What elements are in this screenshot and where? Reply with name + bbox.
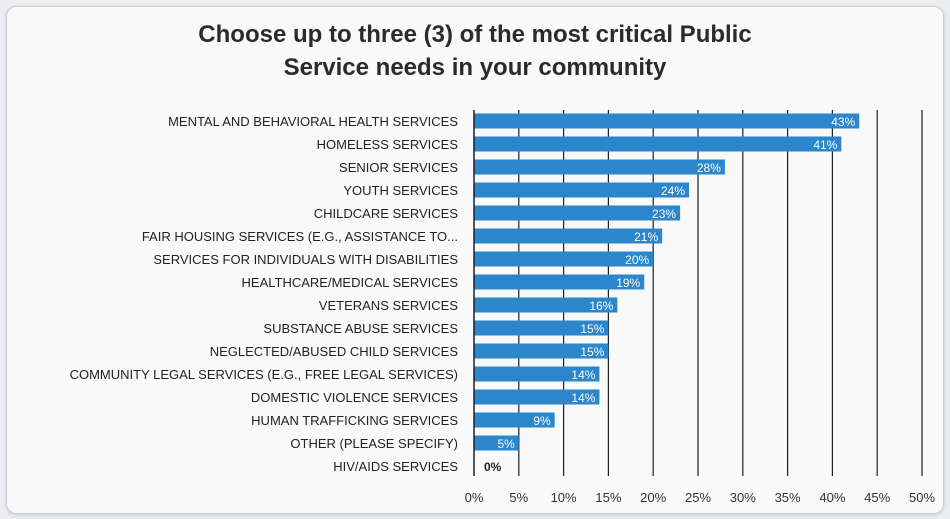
data-label: 21% bbox=[634, 230, 658, 244]
bar bbox=[474, 412, 555, 428]
bar bbox=[474, 297, 618, 313]
data-label: 20% bbox=[625, 253, 649, 267]
bar bbox=[474, 136, 842, 152]
category-label: DOMESTIC VIOLENCE SERVICES bbox=[251, 390, 458, 405]
x-tick-label: 20% bbox=[640, 490, 666, 505]
bar bbox=[474, 320, 609, 336]
data-label: 14% bbox=[571, 368, 595, 382]
category-label: NEGLECTED/ABUSED CHILD SERVICES bbox=[210, 344, 459, 359]
x-tick-label: 5% bbox=[509, 490, 528, 505]
x-tick-label: 15% bbox=[595, 490, 621, 505]
category-label: YOUTH SERVICES bbox=[343, 183, 458, 198]
data-label: 28% bbox=[697, 161, 721, 175]
category-label: HEALTHCARE/MEDICAL SERVICES bbox=[242, 275, 459, 290]
data-label: 19% bbox=[616, 276, 640, 290]
x-tick-label: 0% bbox=[465, 490, 484, 505]
x-tick-label: 45% bbox=[864, 490, 890, 505]
category-label: HOMELESS SERVICES bbox=[317, 137, 459, 152]
bar bbox=[474, 389, 600, 405]
category-label: MENTAL AND BEHAVIORAL HEALTH SERVICES bbox=[168, 114, 458, 129]
data-labels: 43% 41% 28% 24% 23% 21% 20% 19%16% 15% 15% 14% 14% 9… bbox=[484, 115, 856, 474]
chart-title: Choose up to three (3) of the most criti… bbox=[0, 18, 950, 84]
category-label: SERVICES FOR INDIVIDUALS WITH DISABILITI… bbox=[153, 252, 458, 267]
data-label: 16% bbox=[589, 299, 613, 313]
category-label: COMMUNITY LEGAL SERVICES (E.G., FREE LEG… bbox=[70, 367, 458, 382]
bar bbox=[474, 274, 645, 290]
bar bbox=[474, 251, 654, 267]
bar bbox=[474, 228, 663, 244]
data-label: 14% bbox=[571, 391, 595, 405]
x-axis-ticks: 0% 5% 10% 15% 20% 25% 30% 35% 40% 45% 50% bbox=[465, 490, 936, 505]
x-tick-label: 10% bbox=[551, 490, 577, 505]
x-tick-label: 30% bbox=[730, 490, 756, 505]
bar bbox=[474, 113, 860, 129]
bar bbox=[474, 366, 600, 382]
category-label: HUMAN TRAFFICKING SERVICES bbox=[251, 413, 458, 428]
chart-title-line-2: Service needs in your community bbox=[283, 54, 667, 81]
bar bbox=[474, 435, 519, 451]
x-tick-label: 35% bbox=[775, 490, 801, 505]
category-label: CHILDCARE SERVICES bbox=[314, 206, 459, 221]
category-label: VETERANS SERVICES bbox=[319, 298, 459, 313]
data-label: 24% bbox=[661, 184, 685, 198]
bar bbox=[474, 205, 681, 221]
data-label: 43% bbox=[831, 115, 855, 129]
data-label: 5% bbox=[497, 437, 515, 451]
category-label: FAIR HOUSING SERVICES (E.G., ASSISTANCE … bbox=[142, 229, 458, 244]
data-label: 15% bbox=[580, 322, 604, 336]
category-labels: MENTAL AND BEHAVIORAL HEALTH SERVICES HOM… bbox=[70, 114, 459, 474]
bar bbox=[474, 159, 725, 175]
data-label: 9% bbox=[533, 414, 551, 428]
category-label: OTHER (PLEASE SPECIFY) bbox=[290, 436, 458, 451]
category-label: SENIOR SERVICES bbox=[339, 160, 458, 175]
bars bbox=[474, 113, 860, 451]
x-tick-label: 40% bbox=[819, 490, 845, 505]
data-label: 0% bbox=[484, 460, 502, 474]
bar bbox=[474, 182, 690, 198]
data-label: 23% bbox=[652, 207, 676, 221]
category-label: SUBSTANCE ABUSE SERVICES bbox=[263, 321, 458, 336]
bar bbox=[474, 343, 609, 359]
x-tick-label: 50% bbox=[909, 490, 935, 505]
x-tick-label: 25% bbox=[685, 490, 711, 505]
data-label: 15% bbox=[580, 345, 604, 359]
data-label: 41% bbox=[813, 138, 837, 152]
category-label: HIV/AIDS SERVICES bbox=[333, 459, 458, 474]
chart-title-line-1: Choose up to three (3) of the most criti… bbox=[198, 21, 752, 48]
